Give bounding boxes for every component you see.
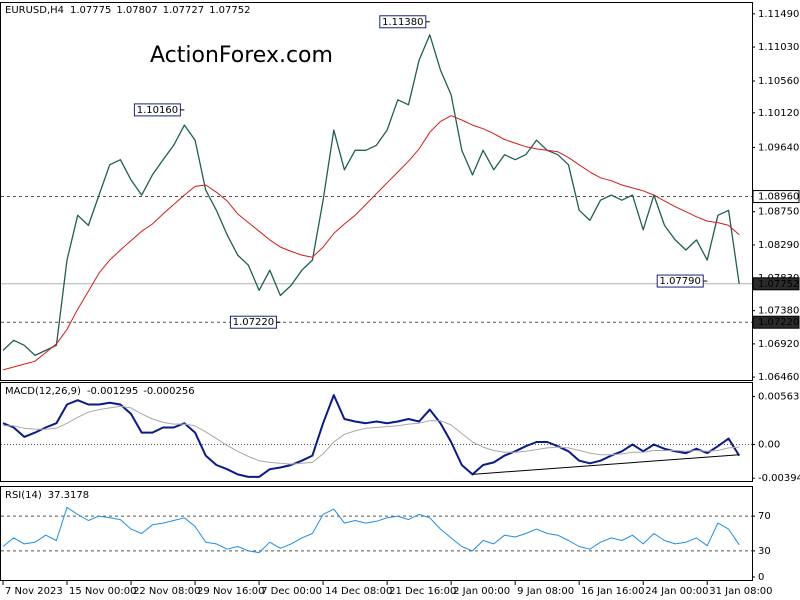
x-tick-label: 29 Nov 16:00 — [197, 586, 264, 597]
y-tick-label: 0.005635 — [758, 392, 800, 403]
header-value: 1.07752 — [209, 5, 250, 16]
header-value: -0.001295 — [87, 386, 138, 397]
y-tick-label: 1.11030 — [758, 42, 799, 53]
level-label-box — [752, 277, 800, 291]
x-tick-label: 14 Dec 08:00 — [325, 586, 392, 597]
header-value: 37.3178 — [48, 490, 89, 501]
header-value: -0.000256 — [143, 386, 194, 397]
rsi-panel-frame — [0, 486, 753, 581]
series-line — [2, 115, 740, 371]
header-value: 1.07775 — [70, 5, 111, 16]
x-tick-label: 22 Nov 08:00 — [133, 586, 200, 597]
panel-title: EURUSD,H4 — [5, 5, 64, 16]
panel-title: RSI(14) — [5, 490, 42, 501]
annotation-label: 1.11380 — [382, 17, 423, 28]
y-tick-label: 1.08750 — [758, 207, 799, 218]
x-tick-label: 9 Jan 08:00 — [517, 586, 574, 597]
annotation-box — [656, 274, 704, 288]
annotation-box — [379, 15, 427, 29]
header-value: 1.07727 — [163, 5, 204, 16]
y-tick-label: -0.003949 — [758, 473, 800, 484]
y-tick-label: 1.07380 — [758, 306, 799, 317]
x-tick-label: 24 Jan 00:00 — [645, 586, 708, 597]
annotation-box — [229, 315, 277, 329]
y-tick-label: 0 — [758, 572, 764, 583]
y-tick-label: 1.08290 — [758, 240, 799, 251]
y-tick-label: 1.11490 — [758, 9, 799, 20]
x-tick-label: 16 Jan 16:00 — [581, 586, 644, 597]
x-tick-label: 15 Nov 00:00 — [69, 586, 136, 597]
series-line — [3, 405, 740, 465]
x-tick-label: 2 Jan 00:00 — [453, 586, 510, 597]
y-tick-label: 1.06920 — [758, 339, 799, 350]
x-tick-label: 21 Dec 16:00 — [389, 586, 456, 597]
trendline — [472, 454, 740, 475]
y-tick-label: 70 — [758, 511, 771, 522]
y-tick-label: 1.10120 — [758, 108, 799, 119]
series-line — [2, 394, 741, 478]
x-tick-label: 7 Nov 2023 — [5, 586, 63, 597]
y-tick-label: 30 — [758, 546, 771, 557]
x-tick-label: 31 Jan 08:00 — [709, 586, 772, 597]
annotation-box — [133, 103, 181, 117]
level-label: 1.08960 — [758, 192, 799, 203]
level-label: 1.07752 — [758, 279, 799, 290]
series-line — [2, 506, 740, 554]
x-tick-label: 7 Dec 00:00 — [261, 586, 322, 597]
watermark: ActionForex.com — [150, 43, 333, 68]
macd-panel-frame — [0, 382, 753, 482]
series-line — [2, 34, 740, 357]
level-label: 1.07220 — [758, 317, 799, 328]
level-label-box — [752, 190, 800, 204]
annotation-label: 1.07790 — [660, 276, 701, 287]
y-tick-label: 1.06460 — [758, 372, 799, 383]
annotation-label: 1.10160 — [137, 105, 178, 116]
panel-title: MACD(12,26,9) — [5, 386, 81, 397]
y-tick-label: 1.09640 — [758, 142, 799, 153]
y-tick-label: 1.10560 — [758, 76, 799, 87]
annotation-label: 1.07220 — [233, 317, 274, 328]
header-value: 1.07807 — [116, 5, 157, 16]
y-tick-label: 0.00 — [758, 440, 780, 451]
level-label-box — [752, 315, 800, 329]
